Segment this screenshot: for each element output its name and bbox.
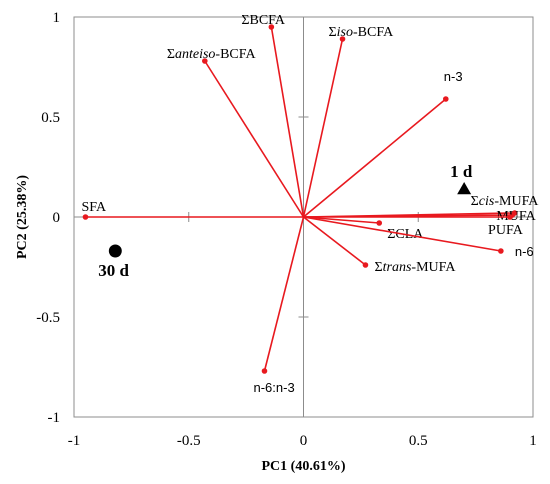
score-label-30d: 30 d [98, 261, 129, 280]
loading-n-6: n-6 [303, 216, 534, 259]
x-tick-label: -1 [68, 433, 81, 449]
vector-line-n6-n3 [263, 216, 305, 372]
score-label-1d: 1 d [450, 162, 473, 181]
score-1d: 1 d [450, 162, 473, 195]
score-30d: 30 d [98, 244, 130, 280]
loading-iso-bcfa: Σiso-BCFA [302, 25, 395, 218]
label-iso-bcfa: Σiso-BCFA [329, 25, 395, 40]
vector-line-bcfa [270, 26, 305, 218]
loading-vectors: ΣBCFA Σiso-BCFA Σanteiso-BCFA n-3 SFA Σcis-MU… [81, 13, 539, 395]
axis-ticks: -1 -0.5 0 0.5 1 1 0.5 0 -0.5 -1 [36, 10, 537, 449]
vector-tip-n6-n3 [261, 368, 268, 374]
label-trans-mufa: Σtrans-MUFA [374, 260, 456, 275]
x-tick-label: 1 [529, 433, 537, 449]
y-tick-label: 1 [53, 10, 61, 26]
score-points: 1 d 30 d [98, 162, 473, 280]
label-pufa: PUFA [488, 223, 524, 238]
x-tick-label: -0.5 [177, 433, 201, 449]
x-axis-title: PC1 (40.61%) [262, 459, 346, 474]
vector-tip-cla [376, 220, 383, 226]
loading-pufa: PUFA [303, 214, 524, 238]
loading-anteiso-bcfa: Σanteiso-BCFA [167, 47, 305, 218]
vector-tip-trans-mufa [362, 262, 369, 268]
label-mufa: MUFA [496, 209, 536, 224]
y-tick-label: -0.5 [36, 310, 60, 326]
vector-tip-sfa [82, 214, 89, 220]
vector-tip-bcfa [268, 24, 275, 30]
vector-line-n-3 [302, 98, 447, 218]
y-axis-title: PC2 (25.38%) [15, 175, 30, 259]
vector-line-anteiso-bcfa [204, 60, 305, 218]
vector-tip-anteiso-bcfa [202, 58, 208, 64]
vector-line-cla [303, 216, 380, 224]
label-cis-mufa: Σcis-MUFA [471, 194, 540, 209]
loading-bcfa: ΣBCFA [241, 13, 305, 218]
vector-tip-iso-bcfa [339, 36, 346, 42]
label-anteiso-bcfa: Σanteiso-BCFA [167, 47, 257, 62]
loading-sfa: SFA [81, 200, 304, 220]
vector-line-iso-bcfa [302, 38, 344, 218]
vector-tip-pufa [507, 214, 513, 220]
x-tick-label: 0 [300, 433, 308, 449]
y-tick-label: 0 [53, 210, 61, 226]
label-n6-n3: n-6:n-3 [253, 380, 294, 395]
label-bcfa: ΣBCFA [241, 13, 286, 28]
label-n-6: n-6 [515, 244, 534, 259]
vector-line-trans-mufa [303, 216, 366, 266]
x-tick-label: 0.5 [409, 433, 428, 449]
loading-n-3: n-3 [302, 69, 463, 218]
label-n-3: n-3 [444, 69, 463, 84]
loading-trans-mufa: Σtrans-MUFA [303, 216, 456, 275]
loading-n6-n3: n-6:n-3 [253, 216, 305, 395]
y-tick-label: -1 [48, 410, 61, 426]
vector-line-n-6 [303, 216, 502, 252]
vector-tip-n-3 [442, 96, 449, 102]
triangle-marker [457, 182, 472, 195]
vector-tip-n-6 [498, 248, 504, 254]
y-tick-label: 0.5 [41, 110, 60, 126]
label-sfa: SFA [81, 200, 107, 215]
circle-marker [108, 244, 122, 258]
